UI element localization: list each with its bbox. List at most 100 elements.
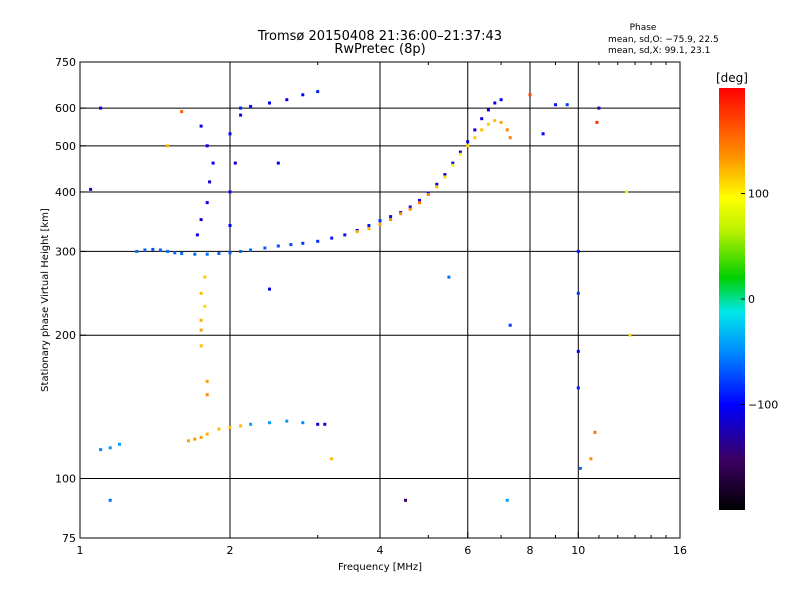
echo-point <box>99 448 103 452</box>
echo-point <box>268 287 271 291</box>
echo-point <box>228 190 232 194</box>
echo-point <box>199 218 203 222</box>
echo-point <box>565 103 569 107</box>
echo-point <box>418 201 421 205</box>
echo-point <box>263 246 267 250</box>
echo-point <box>205 432 209 436</box>
echo-point <box>486 108 490 112</box>
echo-point <box>193 437 197 441</box>
echo-point <box>408 205 412 209</box>
echo-point <box>228 132 232 136</box>
echo-point <box>389 218 393 222</box>
echo-point <box>458 152 462 156</box>
echo-point <box>528 93 532 97</box>
echo-point <box>180 252 184 255</box>
echo-point <box>316 239 320 243</box>
echo-point <box>625 190 629 194</box>
echo-point <box>576 249 580 253</box>
echo-point <box>199 328 203 332</box>
echo-point <box>205 252 209 256</box>
tick-layer: 1 2 4 6 8 10 16 75 100 200 300 400 500 600 750 <box>55 56 687 557</box>
echo-point <box>205 393 209 397</box>
echo-point <box>505 128 509 132</box>
echo-point <box>203 304 207 308</box>
echo-point <box>158 248 162 252</box>
echo-point <box>443 173 447 177</box>
echo-point <box>576 291 580 295</box>
echo-point <box>289 243 293 247</box>
echo-point <box>205 379 209 383</box>
echo-point <box>499 120 503 124</box>
echo-point <box>480 117 484 121</box>
y-tick-label: 600 <box>55 102 76 115</box>
x-tick-label: 8 <box>527 544 534 557</box>
echo-point <box>458 150 462 154</box>
echo-point <box>217 427 221 431</box>
echo-point <box>508 136 512 140</box>
echo-point <box>208 180 212 184</box>
colorbar <box>719 88 745 510</box>
echo-point <box>541 132 545 136</box>
echo-point <box>435 185 439 189</box>
echo-point <box>228 224 232 227</box>
echo-point <box>99 106 103 110</box>
colorbar-ticks: 100 0 −100 <box>741 188 778 412</box>
echo-point <box>228 251 232 255</box>
echo-point <box>217 252 221 255</box>
echo-point <box>493 119 497 123</box>
echo-point <box>323 422 327 426</box>
echo-point <box>166 249 170 253</box>
echo-point <box>228 426 232 429</box>
echo-point <box>595 120 599 124</box>
echo-point <box>473 136 477 140</box>
echo-point <box>203 275 207 279</box>
phase-stats-x: mean, sd,X: 99.1, 23.1 <box>608 46 710 56</box>
echo-point <box>378 222 382 226</box>
x-tick-label: 1 <box>77 544 84 557</box>
echo-point <box>597 106 601 110</box>
echo-point <box>378 219 382 223</box>
echo-point <box>399 212 403 216</box>
echo-point <box>447 275 451 279</box>
grid-layer <box>80 62 680 538</box>
y-tick-label: 300 <box>55 245 76 258</box>
echo-point <box>143 248 147 252</box>
echo-point <box>367 227 371 231</box>
echo-point <box>499 98 503 102</box>
echo-point <box>249 248 253 252</box>
echo-point <box>193 252 197 256</box>
y-tick-label: 75 <box>62 532 76 545</box>
echo-point <box>199 318 203 322</box>
echo-point <box>301 93 305 97</box>
echo-point <box>367 224 371 227</box>
x-axis-label: Frequency [MHz] <box>338 562 422 573</box>
y-axis-label: Stationary phase Virtual Height [km] <box>40 208 51 392</box>
echo-point <box>443 175 447 179</box>
colorbar-tick-label: 100 <box>748 188 769 201</box>
echo-point <box>505 498 509 502</box>
echo-point <box>108 498 112 502</box>
echo-point <box>576 386 580 390</box>
echo-point <box>589 457 593 461</box>
y-tick-label: 100 <box>55 473 76 486</box>
echo-point <box>389 215 393 219</box>
echo-point <box>466 140 470 144</box>
echo-point <box>276 244 280 248</box>
echo-point <box>301 421 305 425</box>
echo-point <box>135 249 139 253</box>
echo-point <box>343 233 347 237</box>
x-tick-label: 16 <box>673 544 687 557</box>
echo-point <box>473 128 477 132</box>
echo-point <box>199 435 203 439</box>
echo-point <box>408 207 412 211</box>
x-tick-label: 10 <box>571 544 585 557</box>
echo-point <box>285 98 289 102</box>
echo-point <box>316 422 320 426</box>
chart-title-line1: Tromsø 20150408 21:36:00–21:37:43 <box>257 29 502 44</box>
echo-point <box>239 113 243 117</box>
x-tick-label: 2 <box>227 544 234 557</box>
echo-point <box>285 419 289 423</box>
echo-point <box>239 249 243 253</box>
phase-title: Phase <box>630 23 657 33</box>
echo-point <box>480 128 484 132</box>
